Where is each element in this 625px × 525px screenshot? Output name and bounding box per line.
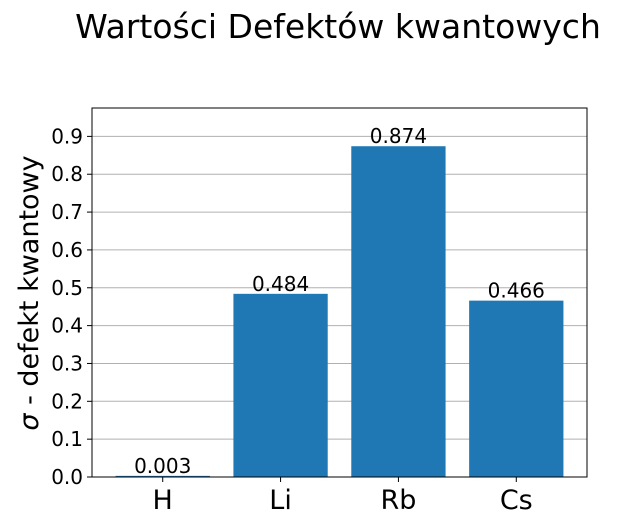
data-label-rb: 0.874 (370, 124, 427, 148)
y-axis-label: σ - defekt kwantowy (14, 155, 45, 430)
y-tick-label: 0.5 (51, 276, 83, 300)
data-label-h: 0.003 (134, 454, 191, 478)
y-axis-ticks: 0.0 0.1 0.2 0.3 0.4 0.5 0.6 0.7 0.8 0.9 (51, 124, 92, 489)
x-tick-label-rb: Rb (380, 485, 416, 516)
x-tick-label-li: Li (269, 485, 292, 516)
y-tick-label: 0.8 (51, 162, 83, 186)
bar-li (233, 293, 328, 477)
y-tick-label: 0.1 (51, 427, 83, 451)
data-labels: 0.003 0.484 0.874 0.466 (134, 124, 545, 478)
chart-title: Wartości Defektów kwantowych (75, 7, 601, 46)
bar-h (115, 475, 210, 477)
y-tick-label: 0.9 (51, 124, 83, 148)
y-tick-label: 0.7 (51, 200, 83, 224)
y-tick-label: 0.6 (51, 238, 83, 262)
y-tick-label: 0.4 (51, 314, 83, 338)
axes-frame (91, 107, 588, 478)
bar-cs (469, 300, 564, 477)
x-axis-ticks: H Li Rb Cs (153, 477, 533, 516)
bars (115, 146, 564, 477)
y-tick-label: 0.2 (51, 389, 83, 413)
gridlines (92, 135, 587, 478)
data-label-cs: 0.466 (488, 279, 545, 303)
data-label-li: 0.484 (252, 272, 309, 296)
bar-rb (351, 146, 446, 477)
x-tick-label-cs: Cs (500, 485, 533, 516)
x-tick-label-h: H (153, 485, 173, 516)
y-axis-label-symbol: σ (14, 413, 45, 431)
y-axis-label-text: - defekt kwantowy (14, 155, 45, 413)
y-tick-label: 0.0 (51, 465, 83, 489)
y-tick-label: 0.3 (51, 351, 83, 375)
